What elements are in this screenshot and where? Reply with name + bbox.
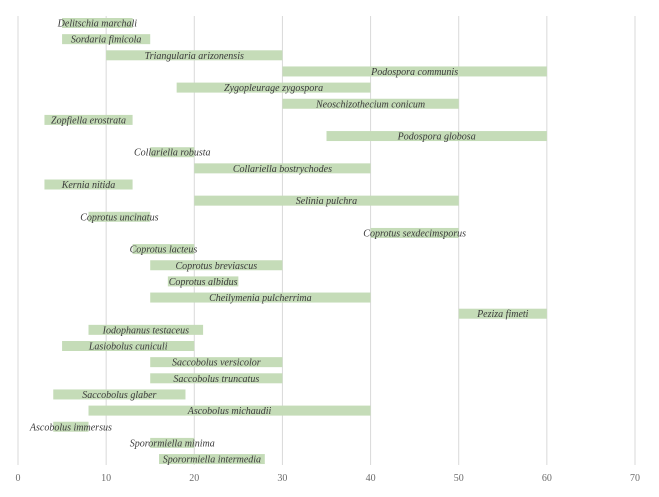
bar-label: Saccobolus glaber: [82, 390, 156, 401]
bar-label: Triangularia arizonensis: [145, 51, 244, 62]
bar: [176, 82, 371, 93]
bar: [150, 260, 283, 271]
bar-label: Delitschia marchali: [57, 19, 138, 30]
bar: [370, 227, 459, 238]
bar-label: Kernia nitida: [61, 180, 116, 191]
x-tick-label: 20: [189, 473, 199, 484]
bar-label: Lasiobolus cuniculi: [88, 342, 168, 353]
bar: [150, 437, 195, 448]
bar: [194, 195, 459, 206]
bar-label: Ascobolus michaudii: [187, 406, 272, 417]
bar-label: Zygopleurage zygospora: [224, 83, 323, 94]
bar: [159, 454, 265, 465]
bar: [53, 421, 89, 432]
bar-label: Saccobolus versicolor: [172, 358, 261, 369]
bar-label: Coprotus breviascus: [175, 261, 257, 272]
bar: [150, 357, 283, 368]
bar-label: Ascobolus immersus: [29, 422, 112, 433]
bar-label: Zopfiella erostrata: [51, 115, 126, 126]
bar-label-layer: Delitschia marchali Sordaria fimicola Tria…: [29, 19, 529, 466]
bar-label: Coprotus sexdecimsporus: [363, 228, 466, 239]
bar: [88, 211, 151, 222]
bar: [62, 341, 195, 351]
bar-label: Coprotus albidus: [169, 277, 238, 288]
bar: [62, 34, 151, 45]
bar: [150, 292, 371, 303]
bar-layer: [44, 18, 547, 465]
bar-label: Saccobolus truncatus: [173, 374, 259, 385]
bar: [167, 276, 239, 287]
x-tick-label: 50: [454, 473, 464, 484]
bar-label: Collariella bostrychodes: [233, 164, 332, 175]
x-tick-label: 0: [16, 473, 21, 484]
x-tick-label: 60: [542, 473, 552, 484]
bar-label: Podospora globosa: [397, 132, 476, 143]
x-tick-label: 30: [277, 473, 287, 484]
bar-label: Podospora communis: [370, 67, 458, 78]
bar-label: Sordaria fimicola: [71, 35, 141, 46]
bar-label: Coprotus lacteus: [130, 245, 198, 256]
bar-label: Peziza fimeti: [476, 309, 529, 320]
bar: [326, 131, 547, 142]
bar: [53, 389, 186, 400]
bar-label: Cheilymenia pulcherrima: [209, 293, 311, 304]
bar: [44, 179, 133, 190]
bar: [62, 18, 133, 28]
bar-label: Sporormiella minima: [130, 438, 215, 449]
bar-label: Sporormiella intermedia: [163, 455, 261, 466]
bar: [150, 373, 283, 384]
bar-label: Iodophanus testaceus: [102, 325, 189, 336]
x-tick-label: 40: [366, 473, 376, 484]
bar-label: Coprotus uncinatus: [80, 212, 158, 223]
bar: [282, 98, 459, 109]
x-axis-tick-layer: 0 10 20 30 40 50 60 70: [16, 473, 641, 484]
bar: [282, 66, 547, 77]
bar: [88, 405, 371, 416]
bar-label: Selinia pulchra: [296, 196, 357, 207]
bar-label: Collariella robusta: [134, 148, 211, 159]
bar: [150, 147, 195, 158]
bar: [132, 244, 195, 255]
bar: [88, 324, 204, 335]
bar-label: Neoschizothecium conicum: [315, 99, 425, 110]
bar: [106, 50, 283, 61]
bar: [44, 114, 133, 125]
bar: [194, 163, 371, 174]
x-tick-label: 70: [630, 473, 640, 484]
x-tick-label: 10: [101, 473, 111, 484]
bar: [458, 308, 547, 319]
